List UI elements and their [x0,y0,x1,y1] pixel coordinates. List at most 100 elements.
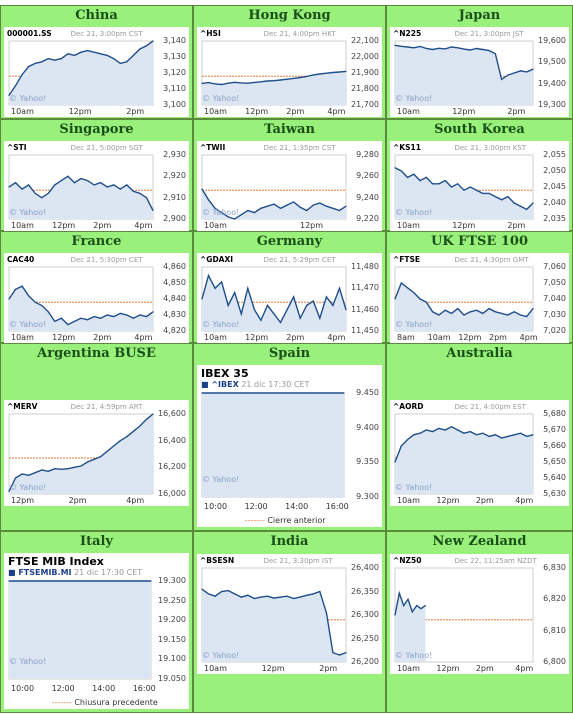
data-point [27,580,29,582]
data-point [293,77,295,80]
series-line [394,590,426,616]
chart-singapore[interactable]: ^STI Dec 21, 5:00pm SGT 2,930 2,920 2,910 2,9… [4,141,189,231]
yahoo-credit: © Yahoo! [395,320,433,329]
chart-hongkong[interactable]: ^HSI Dec 21, 4:00pm HKT 22,100 22,000 21,900… [197,27,382,117]
data-point [86,461,89,463]
data-point [279,207,282,209]
index-title: IBEX 35 [201,367,249,380]
legend-swatch: ------- [51,698,75,707]
series-area [202,589,346,662]
index-symbol: FTSEMIB.MI [18,568,72,577]
data-point [240,313,242,315]
data-point [54,184,56,186]
data-point [272,392,274,394]
data-point [291,392,293,394]
ticker-symbol: ^N225 [393,29,422,38]
series-area [202,275,346,331]
data-point [41,61,43,63]
data-point [132,430,134,432]
chart-svg [201,266,347,332]
x-tick: 2pm [475,496,494,505]
data-point [463,48,465,50]
data-point [247,594,249,596]
y-tick: 5,630 [543,489,566,498]
data-point [526,316,528,318]
y-tick: 7,060 [543,262,566,271]
data-point [152,209,154,212]
x-tick: 12pm [245,333,269,342]
data-point [507,435,509,437]
data-point [494,311,496,313]
yahoo-credit: © Yahoo! [395,208,433,217]
timestamp: Dec 21, 3:00pm KST [454,144,527,152]
chart-india[interactable]: ^BSESN Dec 21, 3:30pm IST 26,400 26,350 26,3… [197,554,382,674]
data-point [8,580,10,582]
data-point [201,392,203,394]
x-tick: 4pm [327,333,346,342]
y-tick: 2,055 [543,150,566,159]
data-point [126,314,128,316]
data-point [413,47,415,49]
x-tick: 12pm [245,107,269,116]
chart-newzealand[interactable]: ^NZ50 Dec 22, 11:25am NZDT 6,830 6,820 6,810… [390,554,569,674]
data-point [526,71,528,73]
data-point [411,611,413,613]
data-point [100,182,102,184]
data-point [475,309,478,311]
chart-spain[interactable]: IBEX 35 ■ ^IBEX 21 dic 17:30 CET ------- C… [197,365,382,527]
data-point [240,82,242,84]
data-point [266,80,269,82]
data-point [21,285,23,287]
yahoo-credit: © Yahoo! [202,651,240,660]
x-tick: 4pm [515,664,534,673]
data-point [501,78,503,80]
data-point [234,593,236,595]
data-point [100,456,102,458]
data-point [312,74,314,76]
data-point [60,580,62,582]
data-point [207,274,210,277]
data-point [488,308,490,310]
data-point [260,81,262,83]
x-tick: 12pm [436,496,460,505]
region-title: Taiwan [264,122,315,137]
y-tick: 19,600 [538,36,566,45]
data-point [319,590,321,593]
chart-taiwan[interactable]: ^TWII Dec 21, 1:35pm CST 9,280 9,260 9,240 9,… [197,141,382,231]
data-point [47,192,49,194]
data-point [279,596,282,598]
data-point [293,597,295,600]
data-point [299,76,301,79]
chart-uk[interactable]: ^FTSE Dec 21, 4:30pm GMT 7,060 7,050 7,040 7,… [390,253,569,343]
chart-japan[interactable]: ^N225 Dec 21, 3:00pm JST 19,600 19,500 19,40… [390,27,569,117]
data-point [450,312,453,314]
region-title: Spain [268,346,311,361]
chart-australia[interactable]: ^AORD Dec 21, 4:00pm EST 5,680 5,670 5,660 5,… [390,400,569,506]
data-point [118,580,120,582]
data-point [234,81,236,83]
chart-southkorea[interactable]: ^KS11 Dec 21, 3:00pm KST 2,055 2,050 2,045 2,… [390,141,569,231]
data-point [519,70,522,72]
chart-france[interactable]: CAC40 Dec 21, 5:30pm CET 4,860 4,850 4,840 4,… [4,253,189,343]
chart-italy[interactable]: FTSE MIB Index ■ FTSEMIB.MI 21 dic 17:30 … [4,553,189,709]
data-point [100,317,102,319]
x-tick: 12pm [452,107,476,116]
data-point [28,66,30,68]
legend: ------- Chiusura precedente [52,698,158,707]
data-point [278,392,281,394]
data-point [246,392,248,394]
data-point [105,580,107,582]
data-point [131,580,133,582]
ticker-symbol: ^FTSE [393,255,421,264]
chart-argentina[interactable]: ^MERV Dec 21, 4:59pm ART 16,600 16,400 16,20… [4,400,189,506]
data-point [469,311,471,313]
chart-china[interactable]: 000001.SS Dec 21, 3:00pm CST 3,140 3,130 3,1… [4,27,189,117]
x-tick: 10am [427,333,451,342]
chart-svg [8,413,154,495]
data-point [253,81,255,84]
chart-germany[interactable]: ^GDAXI Dec 21, 5:29pm CET 11,480 11,470 11,4… [197,253,382,343]
yahoo-credit: © Yahoo! [202,94,240,103]
y-tick: 21,800 [351,84,379,93]
data-point [132,190,134,192]
index-symbol-line: ■ FTSEMIB.MI 21 dic 17:30 CET [8,568,142,577]
